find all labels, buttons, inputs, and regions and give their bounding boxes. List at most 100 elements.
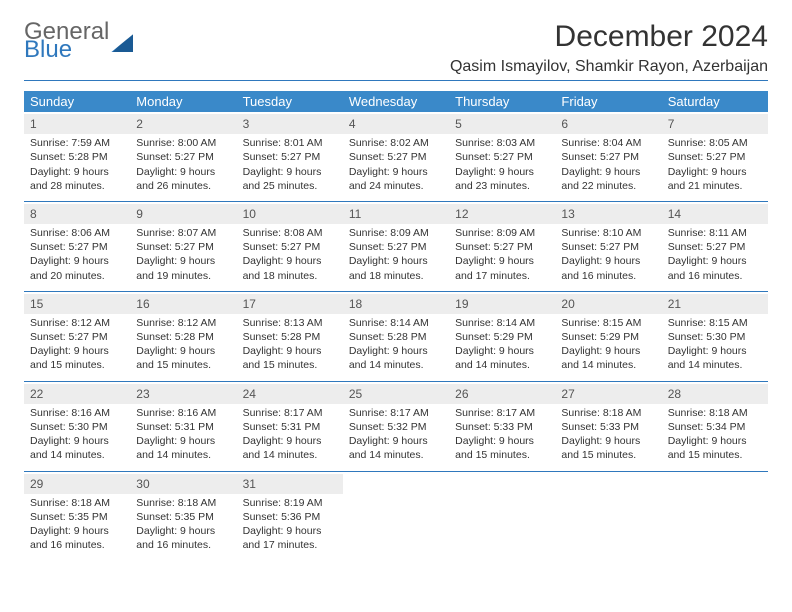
sunset-line: Sunset: 5:30 PM (30, 420, 124, 434)
day-cell: 17Sunrise: 8:13 AMSunset: 5:28 PMDayligh… (237, 292, 343, 381)
sunrise-line: Sunrise: 8:18 AM (30, 496, 124, 510)
weekday-header: Saturday (662, 91, 768, 112)
sunrise-line: Sunrise: 8:01 AM (243, 136, 337, 150)
day-cell: 21Sunrise: 8:15 AMSunset: 5:30 PMDayligh… (662, 292, 768, 381)
sunset-line: Sunset: 5:31 PM (243, 420, 337, 434)
day-number: 16 (130, 294, 236, 314)
sunrise-line: Sunrise: 8:15 AM (561, 316, 655, 330)
daylight-line: Daylight: 9 hours and 23 minutes. (455, 165, 549, 193)
day-number: 4 (343, 114, 449, 134)
day-number: 22 (24, 384, 130, 404)
daylight-line: Daylight: 9 hours and 20 minutes. (30, 254, 124, 282)
day-cell: 7Sunrise: 8:05 AMSunset: 5:27 PMDaylight… (662, 112, 768, 201)
weekday-header-row: SundayMondayTuesdayWednesdayThursdayFrid… (24, 91, 768, 112)
daylight-line: Daylight: 9 hours and 14 minutes. (243, 434, 337, 462)
day-cell: 15Sunrise: 8:12 AMSunset: 5:27 PMDayligh… (24, 292, 130, 381)
day-cell: 19Sunrise: 8:14 AMSunset: 5:29 PMDayligh… (449, 292, 555, 381)
sunrise-line: Sunrise: 8:09 AM (455, 226, 549, 240)
daylight-line: Daylight: 9 hours and 16 minutes. (136, 524, 230, 552)
sunrise-line: Sunrise: 8:17 AM (243, 406, 337, 420)
weekday-header: Friday (555, 91, 661, 112)
sunset-line: Sunset: 5:27 PM (136, 150, 230, 164)
sunset-line: Sunset: 5:34 PM (668, 420, 762, 434)
sunrise-line: Sunrise: 8:16 AM (136, 406, 230, 420)
daylight-line: Daylight: 9 hours and 19 minutes. (136, 254, 230, 282)
day-cell: 6Sunrise: 8:04 AMSunset: 5:27 PMDaylight… (555, 112, 661, 201)
day-cell: 28Sunrise: 8:18 AMSunset: 5:34 PMDayligh… (662, 382, 768, 471)
sunrise-line: Sunrise: 8:15 AM (668, 316, 762, 330)
weekday-header: Monday (130, 91, 236, 112)
day-number: 27 (555, 384, 661, 404)
sunrise-line: Sunrise: 8:18 AM (136, 496, 230, 510)
day-number: 2 (130, 114, 236, 134)
sunset-line: Sunset: 5:27 PM (668, 240, 762, 254)
header: General Blue December 2024 Qasim Ismayil… (24, 20, 768, 76)
sunrise-line: Sunrise: 8:12 AM (30, 316, 124, 330)
sunrise-line: Sunrise: 8:02 AM (349, 136, 443, 150)
logo-line2: Blue (24, 38, 109, 62)
day-number: 18 (343, 294, 449, 314)
daylight-line: Daylight: 9 hours and 14 minutes. (349, 344, 443, 372)
sunset-line: Sunset: 5:29 PM (455, 330, 549, 344)
week-row: 22Sunrise: 8:16 AMSunset: 5:30 PMDayligh… (24, 382, 768, 472)
daylight-line: Daylight: 9 hours and 17 minutes. (243, 524, 337, 552)
sunrise-line: Sunrise: 8:14 AM (349, 316, 443, 330)
day-number: 25 (343, 384, 449, 404)
weekday-header: Wednesday (343, 91, 449, 112)
daylight-line: Daylight: 9 hours and 14 minutes. (668, 344, 762, 372)
month-title: December 2024 (450, 20, 768, 54)
weekday-header: Sunday (24, 91, 130, 112)
sunset-line: Sunset: 5:35 PM (136, 510, 230, 524)
daylight-line: Daylight: 9 hours and 28 minutes. (30, 165, 124, 193)
day-number: 6 (555, 114, 661, 134)
daylight-line: Daylight: 9 hours and 14 minutes. (30, 434, 124, 462)
calendar: SundayMondayTuesdayWednesdayThursdayFrid… (24, 91, 768, 560)
sunset-line: Sunset: 5:33 PM (561, 420, 655, 434)
day-cell: 3Sunrise: 8:01 AMSunset: 5:27 PMDaylight… (237, 112, 343, 201)
day-cell: 29Sunrise: 8:18 AMSunset: 5:35 PMDayligh… (24, 472, 130, 561)
sunrise-line: Sunrise: 8:16 AM (30, 406, 124, 420)
day-number: 14 (662, 204, 768, 224)
week-row: 1Sunrise: 7:59 AMSunset: 5:28 PMDaylight… (24, 112, 768, 202)
sunset-line: Sunset: 5:29 PM (561, 330, 655, 344)
sunset-line: Sunset: 5:27 PM (136, 240, 230, 254)
daylight-line: Daylight: 9 hours and 15 minutes. (30, 344, 124, 372)
sunset-line: Sunset: 5:30 PM (668, 330, 762, 344)
day-cell: 23Sunrise: 8:16 AMSunset: 5:31 PMDayligh… (130, 382, 236, 471)
daylight-line: Daylight: 9 hours and 14 minutes. (349, 434, 443, 462)
day-cell: 31Sunrise: 8:19 AMSunset: 5:36 PMDayligh… (237, 472, 343, 561)
day-cell: 18Sunrise: 8:14 AMSunset: 5:28 PMDayligh… (343, 292, 449, 381)
day-cell: 8Sunrise: 8:06 AMSunset: 5:27 PMDaylight… (24, 202, 130, 291)
daylight-line: Daylight: 9 hours and 15 minutes. (561, 434, 655, 462)
daylight-line: Daylight: 9 hours and 18 minutes. (349, 254, 443, 282)
logo-triangle-icon (111, 34, 133, 52)
sunrise-line: Sunrise: 8:18 AM (668, 406, 762, 420)
sunrise-line: Sunrise: 8:05 AM (668, 136, 762, 150)
sunrise-line: Sunrise: 8:14 AM (455, 316, 549, 330)
day-number: 31 (237, 474, 343, 494)
day-number: 15 (24, 294, 130, 314)
sunset-line: Sunset: 5:27 PM (455, 150, 549, 164)
day-cell (662, 472, 768, 561)
day-cell: 20Sunrise: 8:15 AMSunset: 5:29 PMDayligh… (555, 292, 661, 381)
daylight-line: Daylight: 9 hours and 16 minutes. (30, 524, 124, 552)
location: Qasim Ismayilov, Shamkir Rayon, Azerbaij… (450, 58, 768, 76)
sunset-line: Sunset: 5:27 PM (349, 150, 443, 164)
sunset-line: Sunset: 5:36 PM (243, 510, 337, 524)
day-cell (449, 472, 555, 561)
week-row: 29Sunrise: 8:18 AMSunset: 5:35 PMDayligh… (24, 472, 768, 561)
sunset-line: Sunset: 5:27 PM (668, 150, 762, 164)
day-cell: 1Sunrise: 7:59 AMSunset: 5:28 PMDaylight… (24, 112, 130, 201)
daylight-line: Daylight: 9 hours and 21 minutes. (668, 165, 762, 193)
sunrise-line: Sunrise: 8:17 AM (349, 406, 443, 420)
sunset-line: Sunset: 5:33 PM (455, 420, 549, 434)
day-cell: 11Sunrise: 8:09 AMSunset: 5:27 PMDayligh… (343, 202, 449, 291)
sunrise-line: Sunrise: 8:04 AM (561, 136, 655, 150)
day-number: 11 (343, 204, 449, 224)
sunrise-line: Sunrise: 8:07 AM (136, 226, 230, 240)
day-cell: 27Sunrise: 8:18 AMSunset: 5:33 PMDayligh… (555, 382, 661, 471)
sunrise-line: Sunrise: 8:12 AM (136, 316, 230, 330)
sunset-line: Sunset: 5:27 PM (455, 240, 549, 254)
sunset-line: Sunset: 5:28 PM (243, 330, 337, 344)
day-cell: 4Sunrise: 8:02 AMSunset: 5:27 PMDaylight… (343, 112, 449, 201)
